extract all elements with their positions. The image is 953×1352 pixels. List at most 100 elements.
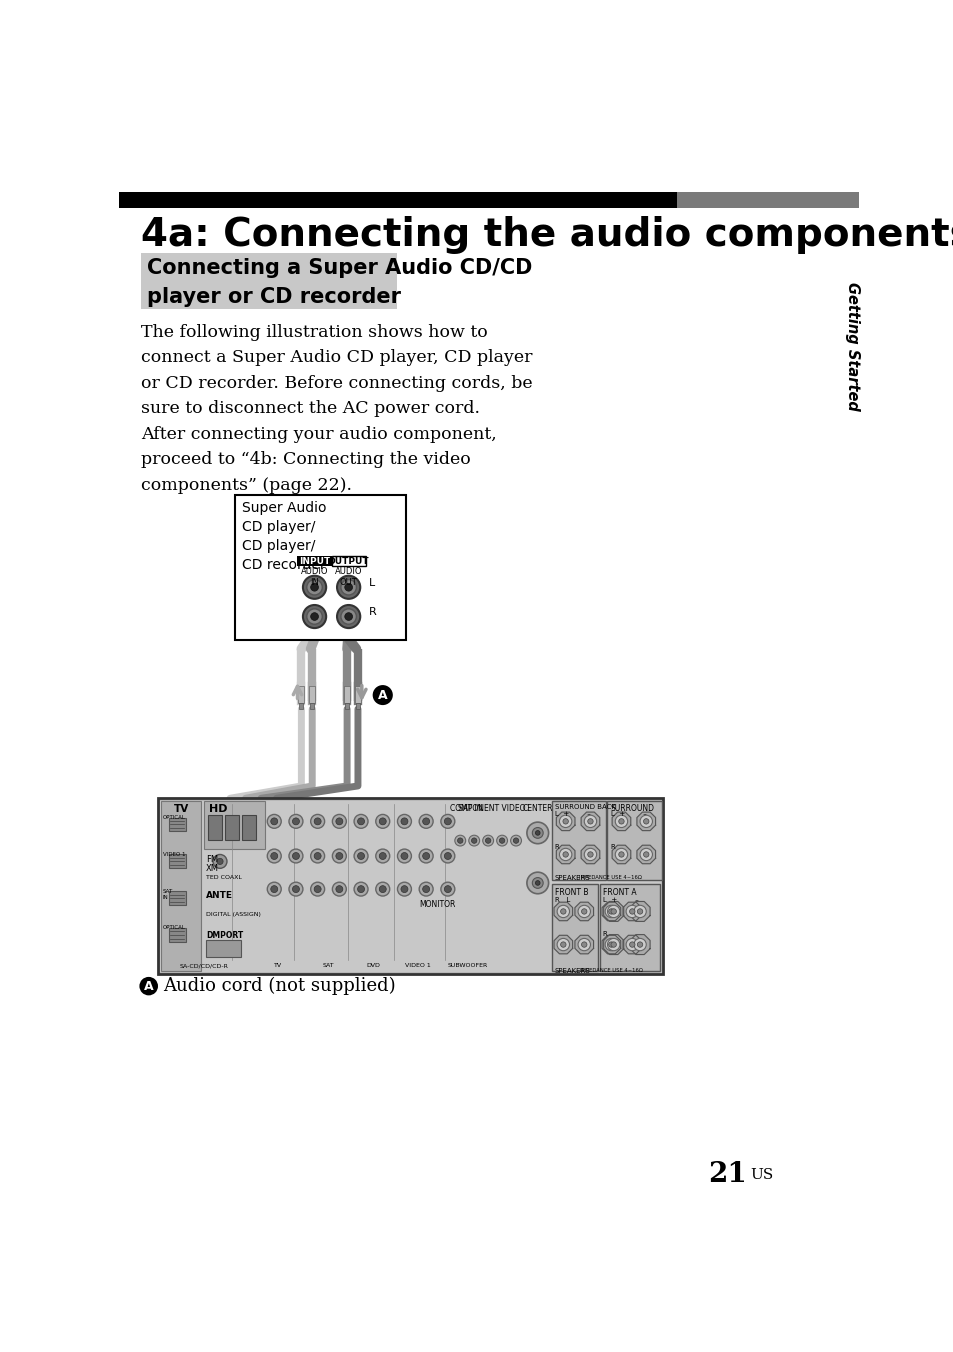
Text: INPUT: INPUT [298, 557, 330, 566]
Text: SPEAKERS: SPEAKERS [555, 875, 590, 882]
Circle shape [560, 942, 565, 948]
Text: 4a: Connecting the audio components: 4a: Connecting the audio components [141, 216, 953, 254]
Text: US: US [749, 1168, 773, 1182]
Bar [332, 557, 365, 566]
Bar [169, 818, 186, 831]
Circle shape [397, 849, 411, 863]
Text: SA-CD/CD/CD-R: SA-CD/CD/CD-R [180, 963, 229, 968]
Polygon shape [637, 845, 655, 864]
Circle shape [336, 604, 360, 629]
Circle shape [604, 938, 617, 950]
Circle shape [637, 942, 642, 948]
Text: SURROUND: SURROUND [610, 804, 654, 814]
Circle shape [457, 838, 462, 844]
Circle shape [629, 942, 635, 948]
Circle shape [357, 853, 364, 860]
Circle shape [311, 849, 324, 863]
Polygon shape [554, 936, 572, 953]
Polygon shape [603, 934, 623, 955]
Circle shape [314, 853, 321, 860]
Circle shape [303, 576, 326, 599]
Circle shape [340, 608, 356, 625]
Text: Super Audio
CD player/
CD player/
CD recorder: Super Audio CD player/ CD player/ CD rec… [241, 502, 326, 572]
Circle shape [332, 814, 346, 829]
Circle shape [314, 818, 321, 825]
Circle shape [643, 819, 648, 825]
Text: SAT IN: SAT IN [457, 804, 482, 814]
Circle shape [335, 886, 342, 892]
Circle shape [610, 942, 616, 948]
Text: ANTE: ANTE [206, 891, 233, 899]
Circle shape [354, 883, 368, 896]
Circle shape [332, 883, 346, 896]
Bar [158, 798, 662, 973]
Circle shape [633, 938, 645, 950]
Polygon shape [580, 845, 599, 864]
Text: L  +        –: L + – [610, 811, 646, 818]
Circle shape [375, 883, 390, 896]
Circle shape [397, 814, 411, 829]
Text: Getting Started: Getting Started [844, 281, 859, 411]
Circle shape [562, 852, 568, 857]
Text: VIDEO 1: VIDEO 1 [404, 963, 430, 968]
Bar [235, 495, 406, 639]
Circle shape [535, 880, 539, 886]
Circle shape [418, 849, 433, 863]
Circle shape [357, 886, 364, 892]
Circle shape [560, 909, 565, 914]
Circle shape [471, 838, 476, 844]
Circle shape [557, 906, 569, 918]
Bar [551, 802, 605, 880]
Circle shape [422, 818, 429, 825]
Text: Connecting a Super Audio CD/CD
player or CD recorder: Connecting a Super Audio CD/CD player or… [147, 258, 532, 307]
Text: FRONT A: FRONT A [602, 887, 636, 896]
Circle shape [397, 883, 411, 896]
Circle shape [400, 886, 408, 892]
Circle shape [422, 853, 429, 860]
Circle shape [354, 849, 368, 863]
Text: SURROUND BACK: SURROUND BACK [555, 804, 615, 810]
Polygon shape [554, 902, 572, 921]
Text: TV: TV [274, 963, 282, 968]
Text: IMPEDANCE USE 4~16Ω: IMPEDANCE USE 4~16Ω [578, 875, 641, 880]
Circle shape [607, 906, 619, 918]
Text: R: R [555, 845, 559, 850]
Circle shape [271, 886, 277, 892]
Text: MONITOR: MONITOR [418, 900, 455, 909]
Text: VIDEO 1: VIDEO 1 [162, 852, 185, 857]
Circle shape [311, 883, 324, 896]
Circle shape [468, 836, 479, 846]
Circle shape [293, 886, 299, 892]
Polygon shape [575, 936, 593, 953]
Text: R: R [610, 845, 615, 850]
Text: XM: XM [206, 864, 219, 873]
Polygon shape [629, 902, 649, 922]
Text: FRONT B: FRONT B [555, 887, 588, 896]
Bar [345, 703, 349, 708]
Circle shape [375, 814, 390, 829]
Bar [599, 884, 659, 971]
Circle shape [139, 977, 158, 995]
Circle shape [615, 815, 627, 827]
Text: Audio cord (not supplied): Audio cord (not supplied) [162, 977, 395, 995]
Circle shape [558, 815, 571, 827]
Circle shape [510, 836, 521, 846]
Circle shape [307, 608, 322, 625]
Text: OPTICAL: OPTICAL [162, 815, 185, 821]
Text: A: A [144, 980, 153, 992]
Circle shape [607, 938, 619, 950]
Circle shape [379, 886, 386, 892]
Circle shape [618, 852, 623, 857]
Circle shape [314, 886, 321, 892]
Circle shape [213, 854, 227, 868]
Circle shape [482, 836, 493, 846]
Circle shape [625, 938, 638, 950]
Bar [309, 685, 315, 703]
Bar [119, 192, 677, 208]
Circle shape [293, 818, 299, 825]
Text: SAT
IN: SAT IN [162, 890, 172, 900]
Circle shape [418, 883, 433, 896]
Circle shape [587, 852, 593, 857]
Bar [169, 891, 186, 906]
Bar [297, 557, 332, 566]
